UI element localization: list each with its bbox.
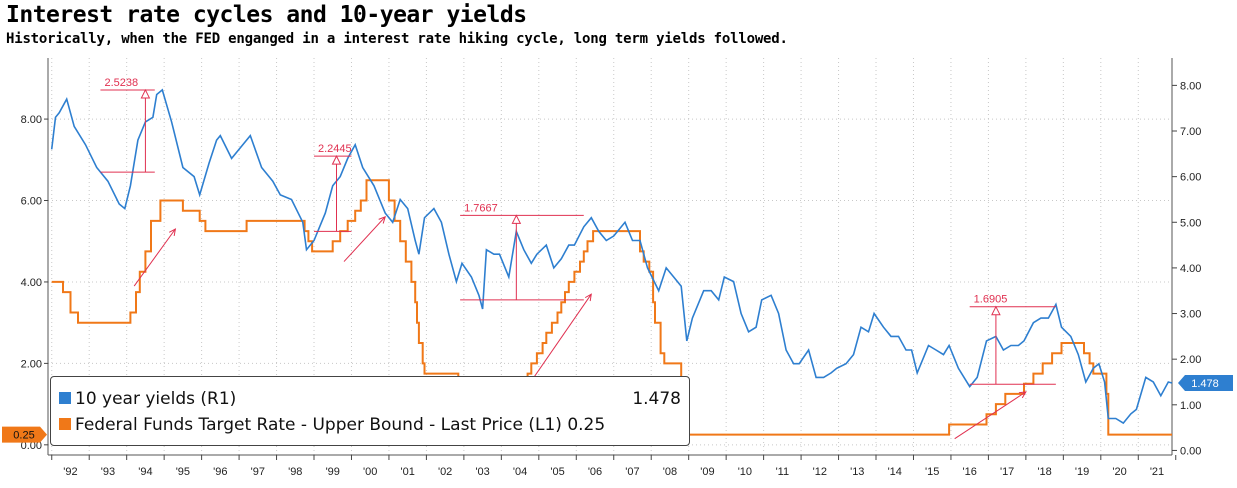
x-tick-label: '20: [1112, 466, 1126, 478]
left-axis-ticks: 0.00 2.00 4.00 6.00 8.00: [21, 114, 48, 452]
left-tick-label: 2.00: [21, 358, 42, 370]
right-tick-label: 1.00: [1180, 400, 1201, 412]
legend-label-yield: 10 year yields (R1): [75, 389, 237, 409]
trend-arrow-head: [378, 215, 386, 224]
legend: 10 year yields (R1) 1.478 Federal Funds …: [50, 376, 690, 446]
right-tick-label: 0.00: [1180, 445, 1201, 457]
annotation-label: 1.7667: [464, 202, 498, 214]
annotation-arrow-head: [511, 214, 522, 224]
x-tick-label: '03: [475, 466, 489, 478]
x-tick-label: '16: [963, 466, 977, 478]
right-value-badge-label: 1.478: [1191, 378, 1219, 390]
legend-swatch-yield: [59, 391, 71, 404]
x-tick-label: '13: [850, 466, 864, 478]
x-tick-label: '11: [776, 466, 790, 478]
right-tick-label: 7.00: [1180, 126, 1201, 138]
value-badges: 0.25 1.478: [2, 374, 1233, 443]
x-tick-label: '10: [738, 466, 752, 478]
x-tick-label: '15: [925, 466, 939, 478]
x-tick-label: '17: [1000, 466, 1014, 478]
chart-title: Interest rate cycles and 10-year yields: [6, 2, 527, 28]
x-tick-label: '08: [663, 466, 677, 478]
legend-value-yield: 1.478: [632, 389, 681, 409]
x-tick-label: '99: [326, 466, 340, 478]
fed-funds-series: [51, 179, 1172, 436]
right-tick-label: 2.00: [1180, 354, 1201, 366]
right-axis-ticks: 0.00 1.00 2.00 3.00 4.00 5.00 6.00 7.00 8.00: [1172, 80, 1201, 457]
left-tick-label: 4.00: [21, 277, 42, 289]
legend-row-yield: 10 year yields (R1) 1.478: [59, 389, 681, 411]
annotation-label: 2.5238: [104, 77, 138, 89]
trend-arrow: [133, 228, 176, 287]
x-axis-ticks: '92 '93 '94 '95 '96 '97 '98 '99 '00 '01 '02 '03 '04 '…: [51, 455, 1177, 478]
right-value-badge: [1178, 374, 1233, 391]
annotation-arrow-head: [331, 154, 342, 165]
x-tick-label: '01: [401, 466, 415, 478]
x-tick-label: '05: [550, 466, 564, 478]
x-tick-label: '92: [63, 466, 77, 478]
left-tick-label: 8.00: [21, 114, 42, 126]
right-tick-label: 6.00: [1180, 172, 1201, 184]
annotation-label: 1.6905: [974, 294, 1008, 306]
annotations: 2.5238 2.2445 1.7667 1.6905: [100, 77, 1056, 440]
left-value-badge: [2, 426, 47, 443]
x-tick-label: '98: [288, 466, 302, 478]
x-tick-label: '97: [251, 466, 265, 478]
x-tick-label: '19: [1075, 466, 1089, 478]
trend-arrow: [954, 391, 1027, 440]
trend-arrow-head: [168, 228, 177, 236]
legend-row-fed: Federal Funds Target Rate - Upper Bound …: [59, 415, 681, 437]
chart-subtitle: Historically, when the FED enganged in a…: [6, 31, 788, 47]
left-tick-label: 6.00: [21, 196, 42, 208]
right-tick-label: 3.00: [1180, 309, 1201, 321]
trend-arrow: [523, 293, 592, 393]
left-tick-label: 0.00: [21, 440, 42, 452]
x-tick-label: '96: [213, 466, 227, 478]
right-tick-label: 5.00: [1180, 217, 1201, 229]
trend-arrow-head: [1018, 391, 1027, 399]
x-tick-label: '07: [625, 466, 639, 478]
yield-line: [50, 88, 1173, 425]
x-tick-label: '06: [588, 466, 602, 478]
right-tick-label: 8.00: [1180, 80, 1201, 92]
x-tick-label: '12: [813, 466, 827, 478]
grid: [48, 58, 1172, 455]
x-tick-label: '95: [176, 466, 190, 478]
x-tick-label: '18: [1037, 466, 1051, 478]
trend-arrow: [343, 216, 386, 262]
x-tick-label: '93: [101, 466, 115, 478]
x-tick-label: '94: [138, 466, 152, 478]
legend-swatch-fed: [59, 417, 71, 430]
left-value-badge-label: 0.25: [13, 430, 34, 442]
annotation-arrow-head: [991, 305, 1001, 316]
right-tick-label: 4.00: [1180, 263, 1201, 275]
x-tick-label: '14: [888, 466, 902, 478]
x-tick-label: '00: [363, 466, 377, 478]
x-tick-label: '04: [513, 466, 527, 478]
x-tick-label: '21: [1150, 466, 1164, 478]
x-tick-label: '02: [438, 466, 452, 478]
ten-year-yield-series: [50, 88, 1173, 425]
legend-label-fed: Federal Funds Target Rate - Upper Bound …: [75, 415, 606, 435]
fed-funds-line: [51, 179, 1172, 436]
axes: [47, 58, 1173, 456]
x-tick-label: '09: [700, 466, 714, 478]
trend-arrow-head: [584, 293, 592, 302]
annotation-label: 2.2445: [318, 143, 352, 155]
annotation-arrow-head: [140, 88, 151, 99]
